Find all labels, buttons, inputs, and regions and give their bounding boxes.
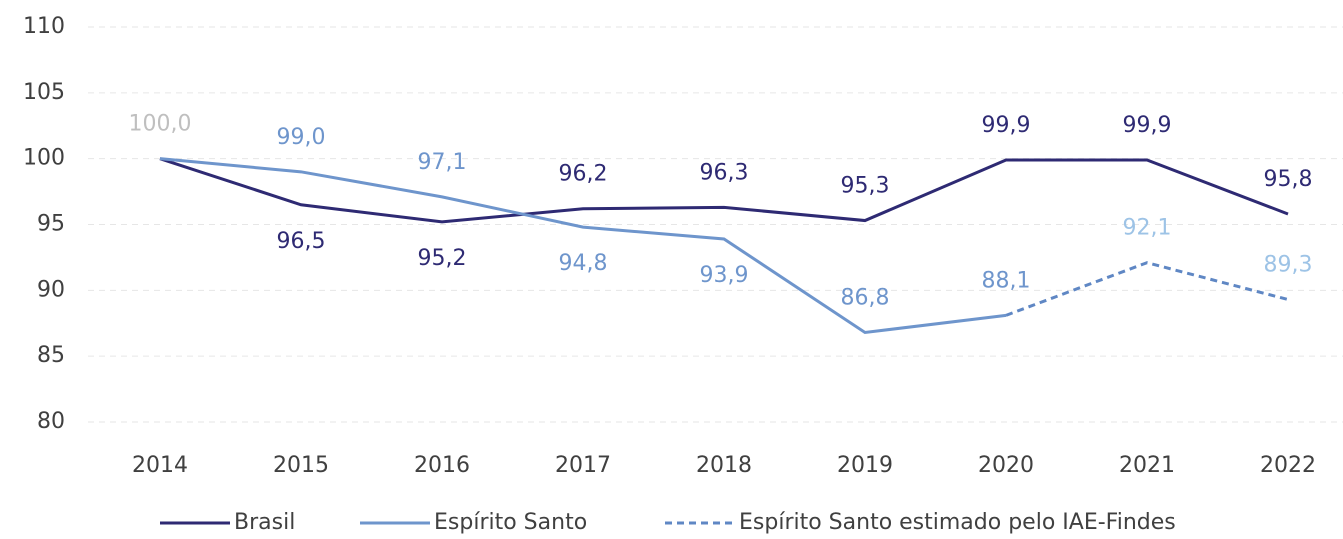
x-tick-label: 2014 (132, 453, 188, 478)
x-tick-label: 2018 (696, 453, 752, 478)
data-label: 95,8 (1264, 167, 1313, 192)
data-label: 95,2 (418, 246, 467, 271)
x-tick-label: 2020 (978, 453, 1034, 478)
y-tick-label: 80 (37, 409, 65, 434)
y-tick-label: 100 (23, 146, 65, 171)
x-tick-label: 2016 (414, 453, 470, 478)
data-label: 92,1 (1123, 216, 1172, 241)
data-label: 96,2 (559, 162, 608, 187)
data-label: 94,8 (559, 251, 608, 276)
data-label: 93,9 (700, 263, 749, 288)
series-line (159, 157, 1289, 224)
data-label: 99,9 (1123, 113, 1172, 138)
data-label: 95,3 (841, 174, 890, 199)
data-label: 89,3 (1264, 253, 1313, 278)
data-label: 97,1 (418, 150, 467, 175)
y-tick-label: 110 (23, 14, 65, 39)
data-label: 100,0 (129, 112, 192, 137)
y-tick-label: 105 (23, 80, 65, 105)
legend-label: Brasil (234, 510, 295, 535)
legend-label: Espírito Santo estimado pelo IAE-Findes (739, 510, 1176, 535)
x-tick-label: 2015 (273, 453, 329, 478)
y-tick-label: 95 (37, 212, 65, 237)
series-line (1005, 261, 1289, 317)
data-label: 88,1 (982, 268, 1031, 293)
x-tick-label: 2022 (1260, 453, 1316, 478)
series-line (159, 157, 1007, 335)
y-tick-label: 90 (37, 277, 65, 302)
data-label: 99,9 (982, 113, 1031, 138)
data-label: 86,8 (841, 285, 890, 310)
x-tick-label: 2017 (555, 453, 611, 478)
x-tick-label: 2021 (1119, 453, 1175, 478)
data-label: 96,5 (277, 229, 326, 254)
legend-label: Espírito Santo (434, 510, 587, 535)
data-label: 99,0 (277, 125, 326, 150)
x-tick-label: 2019 (837, 453, 893, 478)
data-label: 96,3 (700, 160, 749, 185)
y-tick-label: 85 (37, 343, 65, 368)
